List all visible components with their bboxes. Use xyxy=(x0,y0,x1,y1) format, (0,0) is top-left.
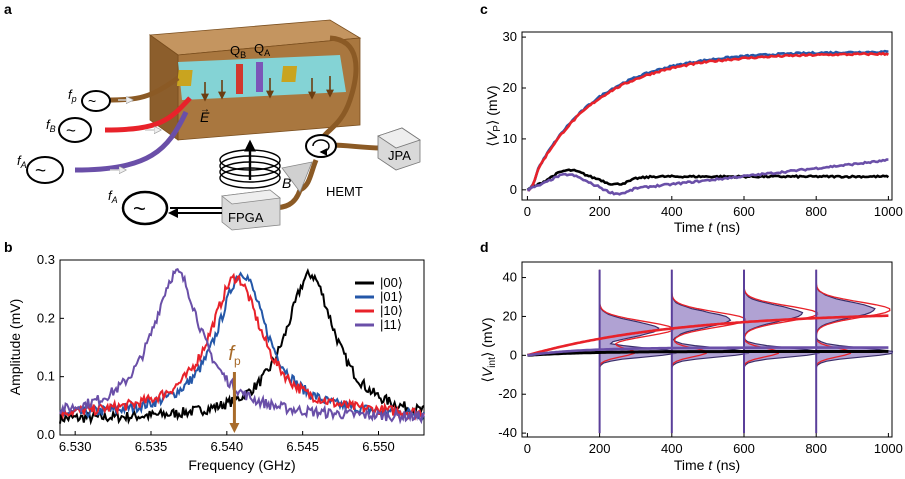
tick-label-c-x-4: 800 xyxy=(805,204,827,219)
tick-label-d-y-3: 20 xyxy=(503,308,517,323)
svg-text:fA: fA xyxy=(108,188,118,205)
cable-a xyxy=(74,110,189,173)
tick-label-b-y-3: 0.3 xyxy=(37,252,55,267)
panel-letter-a: a xyxy=(4,1,12,17)
tick-label-b-y-2: 0.2 xyxy=(37,310,55,325)
tick-label-d-y-1: -20 xyxy=(498,386,517,401)
sample-box: QB QA E → xyxy=(148,19,362,141)
line-b-3 xyxy=(59,267,425,425)
tick-label-d-x-0: 0 xyxy=(524,441,531,456)
tick-label-c-y-1: 10 xyxy=(503,131,517,146)
ylabel-d: ⟨Vint⟩ (mV) xyxy=(479,317,498,382)
cable-b xyxy=(104,96,192,133)
frame-d xyxy=(521,261,893,438)
qubit-a xyxy=(256,62,263,92)
tick-label-c-y-0: 0 xyxy=(510,182,517,197)
line-c-2 xyxy=(526,51,889,192)
frame-b xyxy=(59,259,425,436)
magnet-coil: B xyxy=(219,139,291,191)
tick-label-c-x-3: 600 xyxy=(733,204,755,219)
svg-text:~: ~ xyxy=(35,161,46,182)
svg-text:~: ~ xyxy=(88,93,96,109)
line-b-0 xyxy=(59,268,425,426)
panel-letter-d: d xyxy=(480,239,489,255)
legend-label-b-3: |11⟩ xyxy=(380,317,402,332)
source-fA-feedback: ~ fA xyxy=(108,188,169,226)
tick-label-b-x-3: 6.545 xyxy=(286,439,319,454)
feedback-arrow xyxy=(168,207,222,218)
tick-label-d-x-3: 600 xyxy=(733,441,755,456)
tick-label-b-y-1: 0.1 xyxy=(37,369,55,384)
circulator xyxy=(305,134,337,158)
legend-label-b-1: |01⟩ xyxy=(380,289,403,304)
svg-text:B: B xyxy=(282,175,291,191)
ylabel-b: Amplitude (mV) xyxy=(7,299,23,395)
line-d-0 xyxy=(527,349,889,357)
tick-label-c-x-2: 400 xyxy=(661,204,683,219)
svg-text:~: ~ xyxy=(133,196,146,221)
line-c-1 xyxy=(526,49,889,192)
tick-label-c-x-0: 0 xyxy=(524,204,531,219)
svg-text:fp: fp xyxy=(68,87,77,104)
frame-c xyxy=(521,31,893,201)
xlabel-d: Time t (ns) xyxy=(674,457,740,473)
tick-label-c-x-5: 1000 xyxy=(874,204,903,219)
xlabel-c: Time t (ns) xyxy=(674,219,740,235)
line-c-3 xyxy=(526,158,889,196)
tick-label-c-x-1: 200 xyxy=(589,204,611,219)
tick-label-d-x-2: 400 xyxy=(661,441,683,456)
source-fB: ~ fB xyxy=(46,117,92,143)
line-d-2 xyxy=(527,346,889,357)
panel-d: d 0 200 400 600 800 1000 -40 -20 0 20 40 Time t (… xyxy=(479,239,903,473)
label-E: E xyxy=(200,109,210,125)
svg-text:HEMT: HEMT xyxy=(326,184,363,199)
line-d-1 xyxy=(527,314,889,357)
svg-text:→: → xyxy=(200,104,210,115)
tick-label-b-x-0: 6.530 xyxy=(59,439,92,454)
label-qb: QB xyxy=(230,43,246,60)
qubit-b xyxy=(236,64,243,94)
antenna-left xyxy=(176,70,193,86)
cable-out xyxy=(317,35,359,146)
label-qa: QA xyxy=(254,41,270,58)
tick-label-d-y-4: 40 xyxy=(503,270,517,285)
tick-label-d-x-1: 200 xyxy=(589,441,611,456)
source-fp: ~ fp xyxy=(68,87,111,112)
annotation-arrowhead-b xyxy=(229,423,240,433)
tick-label-c-y-2: 20 xyxy=(503,80,517,95)
svg-text:FPGA: FPGA xyxy=(228,210,264,225)
tick-label-d-x-5: 1000 xyxy=(874,441,903,456)
legend-label-b-2: |10⟩ xyxy=(380,303,403,318)
tick-label-d-x-4: 800 xyxy=(805,441,827,456)
tick-label-d-y-2: 0 xyxy=(510,347,517,362)
xlabel-b: Frequency (GHz) xyxy=(188,457,295,473)
tick-label-b-x-1: 6.535 xyxy=(135,439,168,454)
panel-letter-b: b xyxy=(4,239,13,255)
annotation-fp-b: fp xyxy=(228,343,241,368)
svg-text:~: ~ xyxy=(66,121,76,140)
panel-letter-c: c xyxy=(480,1,488,17)
tick-label-d-y-0: -40 xyxy=(498,425,517,440)
line-b-2 xyxy=(59,272,425,421)
svg-text:fA: fA xyxy=(17,153,27,170)
line-c-0 xyxy=(526,168,890,191)
panel-b: b 6.530 6.535 6.540 6.545 6.550 0.0 0.1 0.2 0.3… xyxy=(4,239,425,473)
tick-label-c-y-3: 30 xyxy=(503,29,517,44)
tick-label-b-x-2: 6.540 xyxy=(211,439,244,454)
fpga-box: FPGA xyxy=(221,189,281,231)
cable-p xyxy=(104,75,180,103)
svg-text:fB: fB xyxy=(46,117,56,134)
jpa-box: JPA xyxy=(377,127,421,171)
panel-a: a QB QA E → xyxy=(4,1,421,231)
ylabel-c: ⟨VP⟩ (mV) xyxy=(484,85,503,146)
antenna-right xyxy=(281,66,298,82)
svg-text:JPA: JPA xyxy=(388,148,411,163)
tick-label-b-y-0: 0.0 xyxy=(37,427,55,442)
hemt-amplifier: HEMT xyxy=(281,161,363,199)
source-fA: ~ fA xyxy=(17,153,64,184)
tick-label-b-x-4: 6.550 xyxy=(362,439,395,454)
legend-label-b-0: |00⟩ xyxy=(380,275,403,290)
